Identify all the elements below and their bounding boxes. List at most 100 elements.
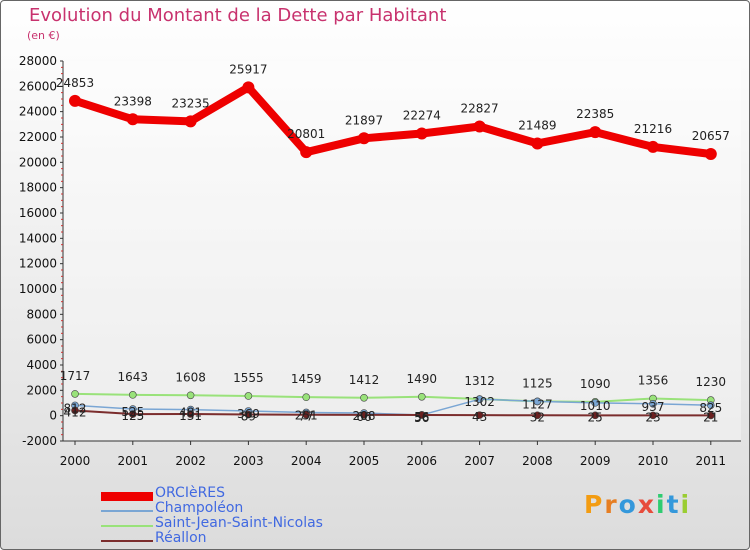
y-tick-label: 2000 [26,383,57,397]
data-point [126,113,139,126]
data-point [71,406,79,415]
series-line [71,83,715,159]
data-label: 1555 [233,371,264,385]
y-tick-label: 8000 [26,307,57,321]
y-tick-label: 28000 [19,54,57,68]
data-label: 1230 [696,375,727,389]
proxiti-logo: Proxiti [584,490,691,519]
data-point [475,395,484,403]
data-label: 1010 [580,399,611,413]
data-label: 24853 [56,76,94,90]
data-label: 22385 [576,107,614,121]
data-point [415,127,428,140]
y-tick-label: 20000 [19,155,57,169]
data-point [360,411,368,419]
data-point [360,393,368,402]
data-point [533,397,542,406]
y-tick-label: 18000 [19,181,57,195]
data-point [473,120,486,133]
data-label: 1356 [638,373,669,387]
y-tick-label: 4000 [26,358,57,372]
x-tick-label: 2010 [638,454,669,468]
data-point [302,393,311,401]
data-point [531,137,544,150]
y-tick-label: 14000 [19,231,57,245]
data-point [704,148,717,161]
data-label: 208 [353,409,376,423]
data-point [244,392,253,400]
series-line [74,392,712,403]
data-label: 32 [530,410,545,424]
data-label: 1125 [522,376,553,390]
data-label: 125 [121,409,144,423]
y-tick-label: 26000 [19,79,57,93]
data-label: 66 [356,410,371,424]
data-label: 22827 [461,102,499,116]
y-tick-label: 12000 [19,257,57,271]
data-point [186,410,195,418]
y-tick-label: -2000 [22,434,57,448]
y-tick-label: 10000 [19,282,57,296]
logo-letter: o [618,490,638,519]
data-point [649,399,657,408]
data-label: 21216 [634,122,672,136]
x-tick-label: 2007 [464,454,495,468]
logo-letter: x [637,490,656,519]
x-tick-label: 2001 [118,454,149,468]
x-tick-label: 2008 [522,454,553,468]
legend-label: Champoléon [155,500,244,516]
data-label: 525 [121,405,144,419]
data-label: 23235 [172,96,210,110]
data-label: 22274 [403,109,441,123]
data-label: 25 [588,410,603,424]
x-tick-label: 2004 [291,454,322,468]
data-label: 937 [642,400,665,414]
data-point [302,410,311,419]
data-point [358,132,370,145]
data-label: 89 [241,410,256,424]
data-point [69,94,81,107]
logo-letter: i [680,490,692,519]
x-tick-label: 2002 [175,454,206,468]
logo-letter: P [584,490,605,519]
logo-letter: t [666,490,681,519]
legend-label: Saint-Jean-Saint-Nicolas [155,515,323,531]
data-point [184,115,197,128]
data-point [589,126,602,139]
data-label: 1090 [580,377,611,391]
data-label: 1643 [118,370,149,384]
data-point [129,410,137,418]
data-label: 77 [299,410,314,424]
legend-swatch [101,491,153,501]
data-point [71,390,79,398]
legend-swatch [101,540,153,542]
data-point [591,411,600,420]
data-label: 1302 [464,395,495,409]
series-line [74,409,712,417]
legend-swatch [101,525,153,527]
data-label: 1459 [291,372,322,386]
data-label: 481 [179,406,202,420]
y-tick-label: 24000 [19,105,57,119]
data-point [129,391,137,399]
data-label: 1608 [175,370,206,384]
chart-title: Evolution du Montant de la Dette par Hab… [29,5,447,26]
x-tick-label: 2003 [233,454,264,468]
data-point [706,401,715,410]
data-point [186,391,195,400]
data-point [647,140,659,153]
data-label: 21 [703,410,718,424]
x-tick-label: 2000 [60,454,91,468]
data-label: 56 [414,410,429,424]
data-label: 1412 [349,373,380,387]
data-label: 1312 [464,374,495,388]
logo-letter: i [656,490,667,519]
data-point [300,146,313,159]
data-point [649,411,657,420]
data-point [417,392,426,401]
x-tick-label: 2009 [580,454,611,468]
x-tick-label: 2011 [696,454,727,468]
data-label: 23 [645,410,660,424]
data-point [242,81,255,94]
logo-letter: r [604,490,619,519]
